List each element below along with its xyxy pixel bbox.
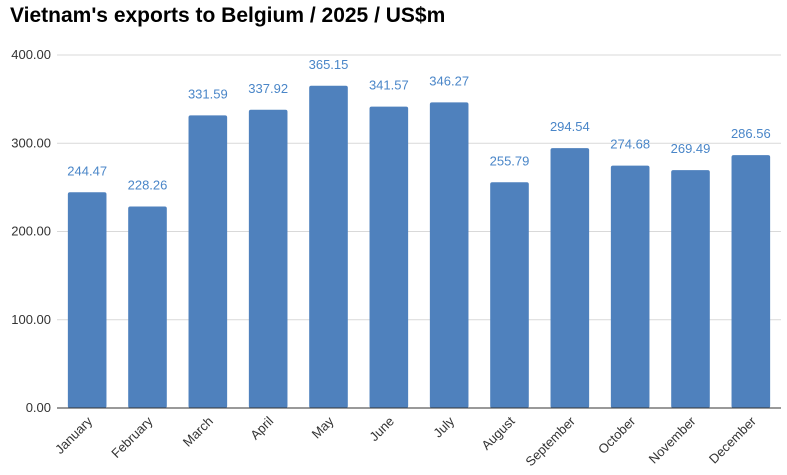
bar bbox=[188, 115, 228, 408]
bar bbox=[248, 109, 288, 409]
bar bbox=[550, 148, 590, 408]
bar bbox=[369, 106, 409, 408]
data-label: 331.59 bbox=[188, 86, 228, 101]
bar bbox=[128, 206, 167, 408]
data-label: 365.15 bbox=[309, 57, 349, 72]
data-label: 274.68 bbox=[610, 137, 650, 152]
data-label: 346.27 bbox=[429, 73, 469, 88]
x-tick-label: February bbox=[108, 413, 156, 461]
x-tick-label: January bbox=[52, 413, 96, 457]
data-label: 286.56 bbox=[731, 126, 771, 141]
bar bbox=[610, 165, 650, 408]
x-tick-label: April bbox=[247, 413, 276, 442]
data-label: 255.79 bbox=[490, 153, 530, 168]
bar bbox=[731, 155, 771, 408]
y-tick-label: 300.00 bbox=[11, 135, 51, 150]
bar bbox=[67, 192, 107, 408]
x-tick-label: June bbox=[366, 414, 397, 445]
x-tick-label: December bbox=[706, 413, 759, 466]
y-tick-label: 0.00 bbox=[26, 400, 51, 415]
chart-title: Vietnam's exports to Belgium / 2025 / US… bbox=[10, 4, 446, 27]
data-label: 244.47 bbox=[67, 163, 107, 178]
data-label: 228.26 bbox=[128, 178, 168, 193]
x-tick-label: August bbox=[478, 413, 517, 452]
bar bbox=[309, 85, 348, 408]
x-tick-label: November bbox=[646, 413, 699, 466]
x-tick-label: September bbox=[522, 413, 578, 469]
data-label: 294.54 bbox=[550, 119, 590, 134]
y-tick-label: 400.00 bbox=[11, 47, 51, 62]
x-tick-label: October bbox=[595, 413, 639, 457]
x-tick-label: July bbox=[430, 413, 457, 440]
data-label: 269.49 bbox=[671, 141, 711, 156]
x-tick-label: May bbox=[309, 413, 337, 441]
bar bbox=[671, 170, 710, 408]
y-tick-label: 200.00 bbox=[11, 224, 51, 239]
data-label: 341.57 bbox=[369, 78, 409, 93]
bar bbox=[429, 102, 469, 409]
y-tick-label: 100.00 bbox=[11, 312, 51, 327]
data-label: 337.92 bbox=[248, 81, 288, 96]
x-tick-label: March bbox=[180, 414, 216, 450]
bar bbox=[490, 182, 529, 408]
